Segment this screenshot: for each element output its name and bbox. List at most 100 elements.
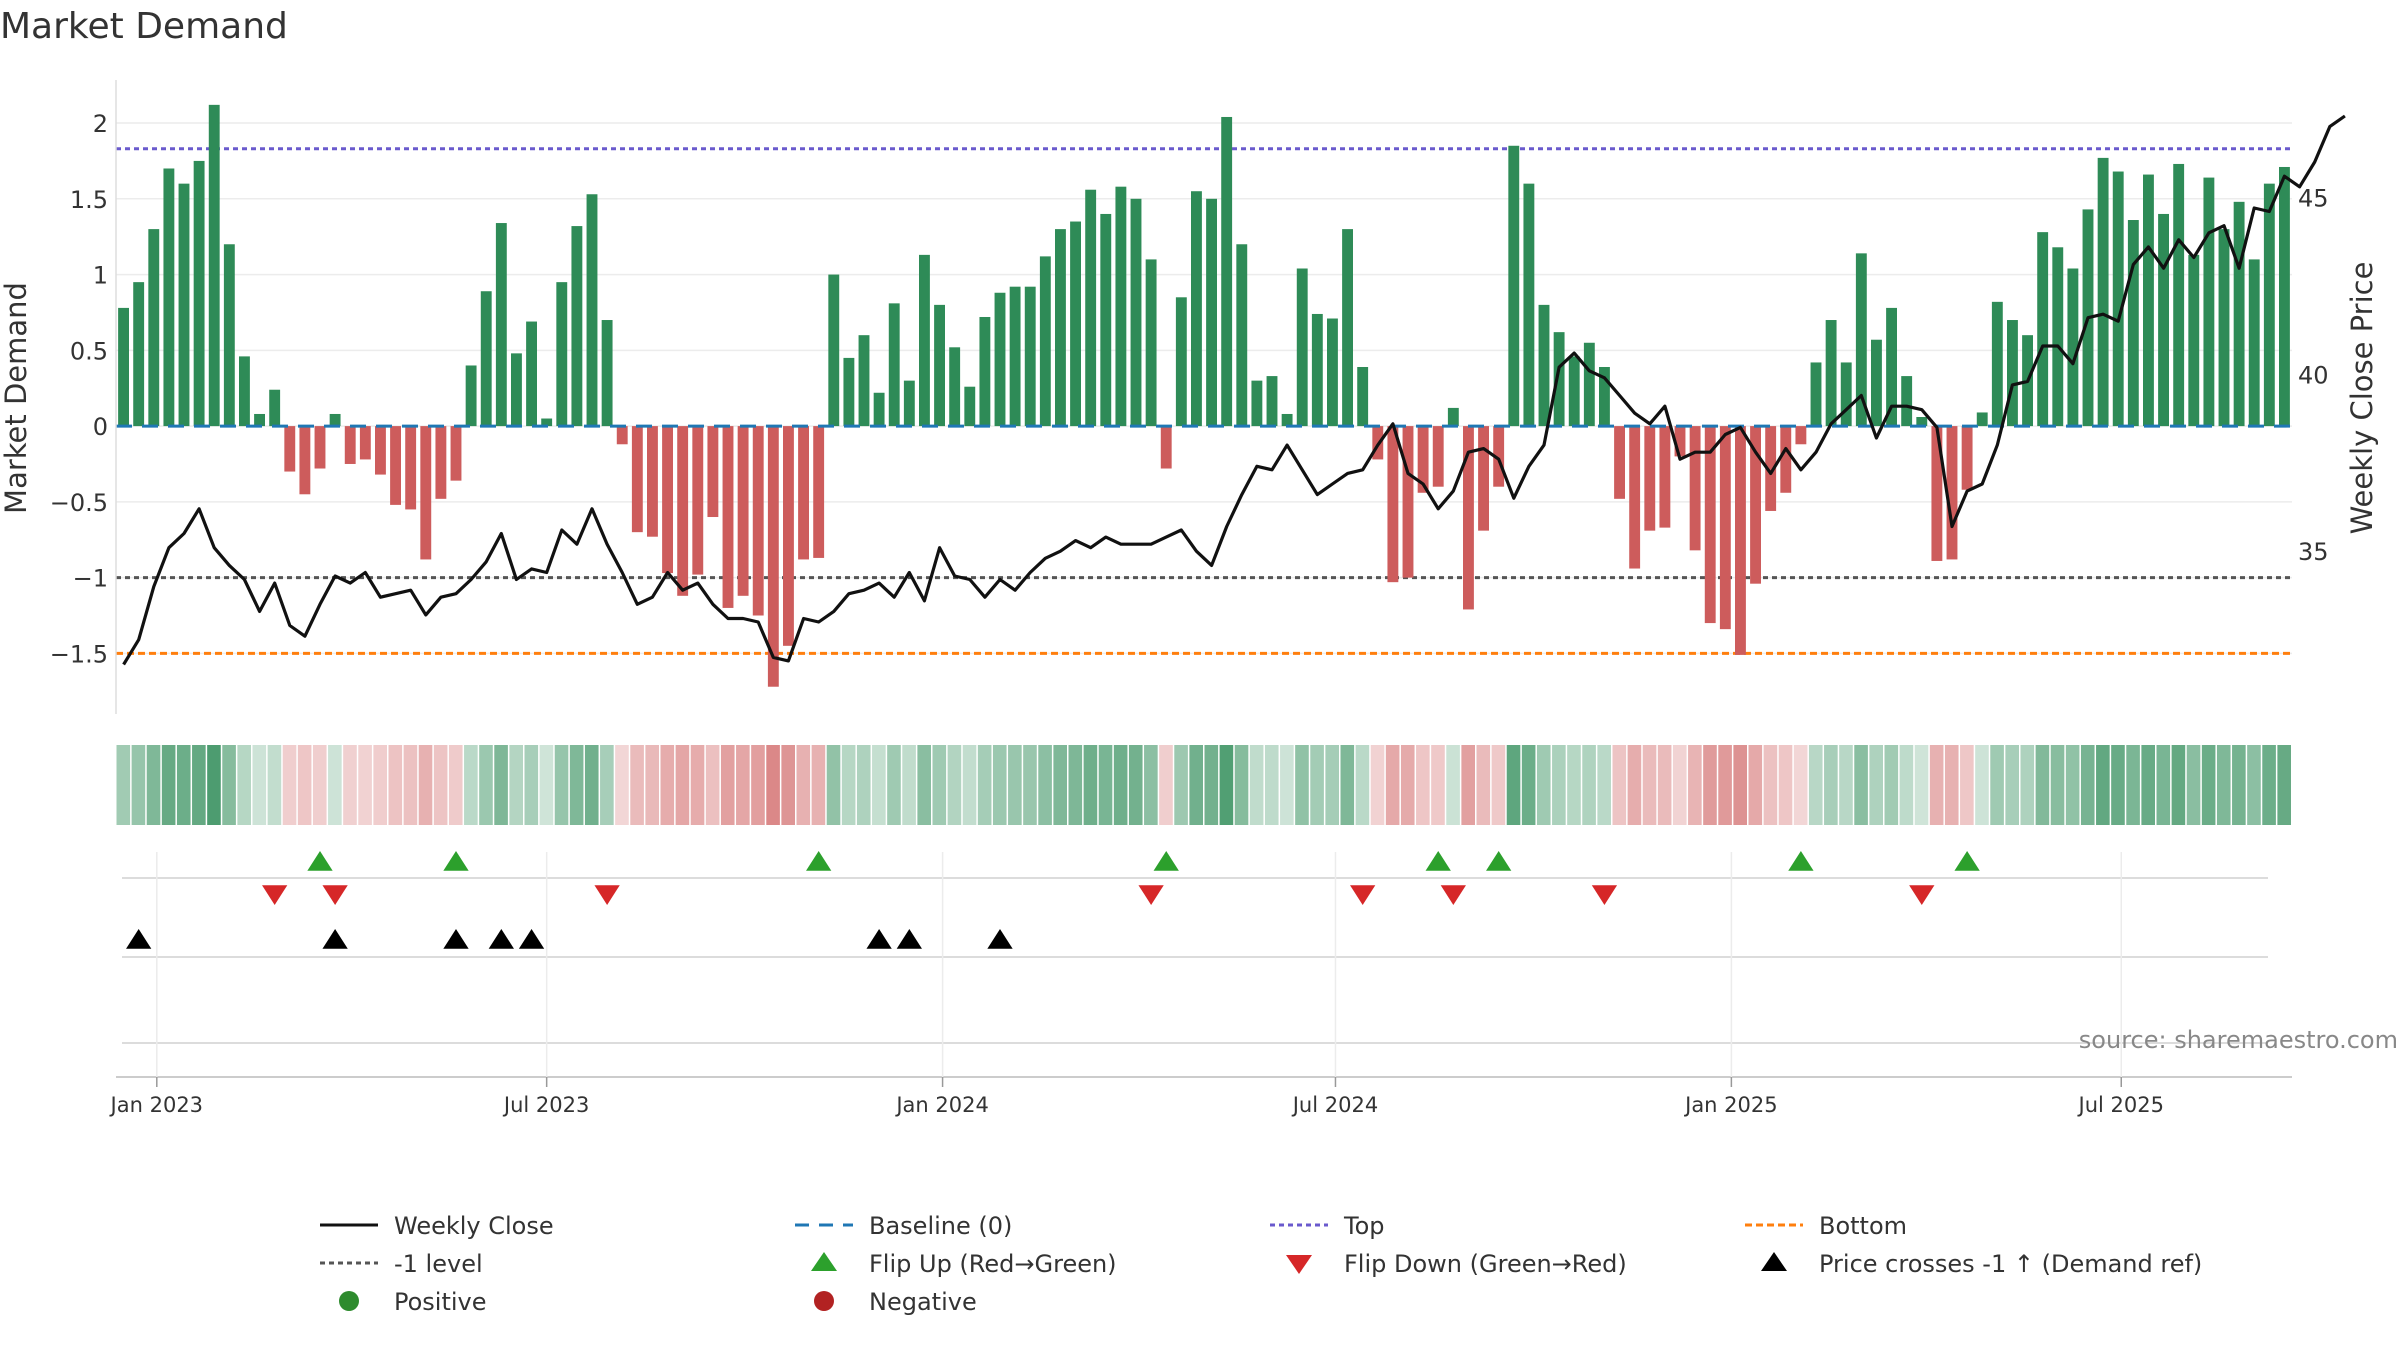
strip-cell-positive	[176, 745, 191, 825]
demand-bar-negative	[344, 426, 356, 464]
demand-bar-negative	[767, 426, 779, 687]
strip-cell-positive	[1234, 745, 1249, 825]
strip-cell-positive	[917, 745, 931, 825]
strip-cell-negative	[1642, 745, 1657, 825]
x-tick-label: Jan 2024	[894, 1093, 989, 1117]
demand-bar-positive	[2067, 268, 2079, 427]
demand-bar-positive	[2263, 183, 2275, 427]
flip-down-marker	[1909, 885, 1935, 905]
demand-bar-negative	[813, 426, 825, 558]
flip-down-marker	[1350, 885, 1376, 905]
legend-label: Positive	[394, 1288, 487, 1316]
demand-bar-negative	[677, 426, 689, 596]
demand-bar-negative	[722, 426, 734, 608]
y-axis-label: Market Demand	[0, 282, 33, 514]
legend-swatch	[814, 1291, 834, 1311]
demand-bar-positive	[2037, 232, 2049, 427]
demand-bar-negative	[405, 426, 417, 510]
demand-bar-negative	[707, 426, 719, 518]
demand-bar-negative	[390, 426, 401, 505]
demand-bar-negative	[1689, 426, 1701, 551]
strip-cell-positive	[1280, 745, 1294, 825]
strip-cell-positive	[1128, 745, 1143, 825]
demand-bar-positive	[1447, 407, 1459, 427]
flip-up-marker	[1486, 851, 1512, 871]
flip-up-marker	[1425, 851, 1451, 871]
legend-item: Price crosses -1 ↑ (Demand ref)	[1761, 1250, 2202, 1278]
demand-bar-negative	[1704, 426, 1716, 624]
legend-label: Baseline (0)	[869, 1212, 1012, 1240]
demand-bar-positive	[1508, 145, 1520, 427]
y-axis-right-label: Weekly Close Price	[2345, 262, 2379, 535]
strip-cell-positive	[1219, 745, 1234, 825]
demand-bar-positive	[1568, 356, 1580, 427]
demand-heat-strip	[116, 745, 2291, 825]
demand-bar-positive	[964, 386, 976, 427]
demand-bar-positive	[1251, 380, 1263, 427]
flip-down-marker	[262, 885, 288, 905]
demand-bar-negative	[1417, 426, 1429, 493]
strip-cell-negative	[1476, 745, 1491, 825]
demand-bar-positive	[2158, 213, 2169, 427]
demand-bar-negative	[450, 426, 462, 481]
strip-cell-negative	[1431, 745, 1445, 825]
demand-bar-negative	[435, 426, 447, 499]
strip-cell-negative	[358, 745, 372, 825]
demand-bar-negative	[1961, 426, 1973, 490]
demand-bar-positive	[1901, 376, 1913, 427]
demand-bar-positive	[1024, 286, 1036, 427]
demand-bar-positive	[2279, 166, 2290, 427]
strip-cell-positive	[222, 745, 236, 825]
legend-label: -1 level	[394, 1250, 483, 1278]
strip-cell-positive	[2186, 745, 2201, 825]
demand-bar-positive	[1342, 229, 1353, 427]
strip-cell-positive	[237, 745, 251, 825]
strip-cell-negative	[1461, 745, 1475, 825]
strip-cell-positive	[1914, 745, 1929, 825]
strip-cell-negative	[343, 745, 357, 825]
demand-bar-negative	[692, 426, 704, 575]
strip-cell-positive	[2111, 745, 2125, 825]
strip-cell-negative	[811, 745, 826, 825]
demand-bar-positive	[1538, 304, 1550, 427]
strip-cell-positive	[1098, 745, 1113, 825]
legend-item: Positive	[339, 1288, 487, 1316]
demand-bar-positive	[2203, 177, 2215, 427]
strip-cell-positive	[252, 745, 267, 825]
price-cross-marker	[126, 929, 152, 949]
flip-up-marker	[1788, 851, 1814, 871]
strip-cell-negative	[1657, 745, 1672, 825]
demand-bar-negative	[1795, 426, 1807, 445]
flip-down-marker	[322, 885, 348, 905]
strip-cell-positive	[569, 745, 584, 825]
strip-cell-positive	[1990, 745, 2004, 825]
demand-bar-negative	[1387, 426, 1399, 583]
legend-item: Flip Down (Green→Red)	[1286, 1250, 1627, 1278]
demand-bar-positive	[2112, 171, 2124, 427]
demand-bar-positive	[858, 335, 870, 427]
strip-cell-positive	[1083, 745, 1098, 825]
demand-bar-positive	[1085, 189, 1097, 427]
strip-cell-negative	[1612, 745, 1627, 825]
legend-item: Flip Up (Red→Green)	[811, 1250, 1117, 1278]
strip-cell-positive	[146, 745, 161, 825]
demand-bar-negative	[737, 426, 749, 596]
strip-cell-negative	[373, 745, 387, 825]
y-tick-label: −0.5	[50, 489, 108, 517]
demand-bar-positive	[2188, 254, 2200, 427]
strip-cell-negative	[796, 745, 811, 825]
legend: Weekly Close Baseline (0) Top Bottom -1 leve…	[320, 1212, 2202, 1316]
flip-down-marker	[1138, 885, 1164, 905]
chart-title: Market Demand	[0, 6, 288, 47]
demand-bar-positive	[1191, 191, 1202, 427]
strip-cell-negative	[1672, 745, 1687, 825]
demand-bar-negative	[1432, 426, 1444, 487]
y-axis-left: 2 1.5 1 0.5 0 −0.5 −1 −1.5	[50, 80, 117, 714]
demand-bar-negative	[647, 426, 658, 537]
demand-bar-positive	[2052, 247, 2064, 427]
strip-cell-positive	[2277, 745, 2291, 825]
strip-cell-positive	[1521, 745, 1536, 825]
legend-item: Baseline (0)	[795, 1212, 1012, 1240]
strip-cell-positive	[1536, 745, 1551, 825]
strip-cell-positive	[2035, 745, 2050, 825]
